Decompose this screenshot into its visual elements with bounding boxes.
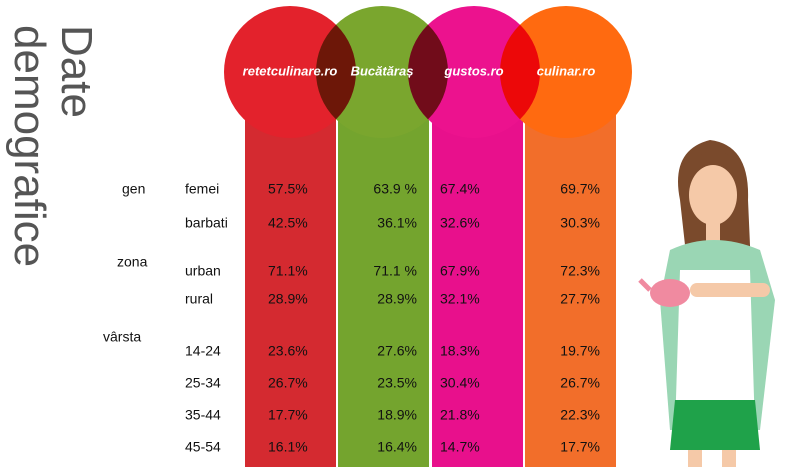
cell-value: 23.5%: [377, 375, 417, 391]
cell-value: 23.6%: [268, 343, 308, 359]
cell-value: 26.7%: [560, 375, 600, 391]
column-3: [432, 100, 523, 467]
cell-value: 21.8%: [440, 407, 480, 423]
circle-4: [500, 6, 632, 138]
row-label: rural: [185, 291, 213, 307]
cell-value: 16.4%: [377, 439, 417, 455]
cell-value: 28.9%: [268, 291, 308, 307]
row-label: 35-44: [185, 407, 221, 423]
group-label: gen: [122, 181, 145, 197]
title-line: Date: [52, 25, 101, 118]
brand-name: culinar.ro: [537, 63, 596, 78]
group-label: zona: [117, 254, 148, 270]
cell-value: 22.3%: [560, 407, 600, 423]
circle-2: [316, 6, 448, 138]
row-label: femei: [185, 181, 219, 197]
cell-value: 63.9 %: [373, 181, 417, 197]
cell-value: 14.7%: [440, 439, 480, 455]
cell-value: 28.9%: [377, 291, 417, 307]
cell-value: 57.5%: [268, 181, 308, 197]
column-2: [338, 100, 429, 467]
cell-value: 30.4%: [440, 375, 480, 391]
cell-value: 42.5%: [268, 215, 308, 231]
cell-value: 17.7%: [560, 439, 600, 455]
cell-value: 18.9%: [377, 407, 417, 423]
cell-value: 18.3%: [440, 343, 480, 359]
brand-name: gustos.ro: [443, 63, 503, 78]
cell-value: 27.7%: [560, 291, 600, 307]
cell-value: 17.7%: [268, 407, 308, 423]
cell-value: 16.1%: [268, 439, 308, 455]
circle-3: [408, 6, 540, 138]
column-4: [525, 100, 616, 467]
cell-value: 67.9%: [440, 263, 480, 279]
cell-value: 26.7%: [268, 375, 308, 391]
row-label: barbati: [185, 215, 228, 231]
cell-value: 19.7%: [560, 343, 600, 359]
circle-1: [224, 6, 356, 138]
cell-value: 71.1%: [268, 263, 308, 279]
row-label: 25-34: [185, 375, 221, 391]
columns: [245, 100, 616, 467]
cell-value: 69.7%: [560, 181, 600, 197]
cell-value: 36.1%: [377, 215, 417, 231]
cell-value: 71.1 %: [373, 263, 417, 279]
cell-value: 32.1%: [440, 291, 480, 307]
woman-illustration: [638, 140, 775, 467]
row-label: 14-24: [185, 343, 221, 359]
column-1: [245, 100, 336, 467]
cell-value: 30.3%: [560, 215, 600, 231]
brand-name: Bucătăraș: [351, 63, 414, 78]
cell-value: 27.6%: [377, 343, 417, 359]
brand-name: retetculinare.ro: [243, 63, 338, 78]
row-label: urban: [185, 263, 221, 279]
circles: [224, 6, 632, 138]
title-line: demografice: [5, 25, 54, 267]
row-label: 45-54: [185, 439, 221, 455]
cell-value: 72.3%: [560, 263, 600, 279]
group-label: vârsta: [103, 329, 141, 345]
cell-value: 67.4%: [440, 181, 480, 197]
cell-value: 32.6%: [440, 215, 480, 231]
